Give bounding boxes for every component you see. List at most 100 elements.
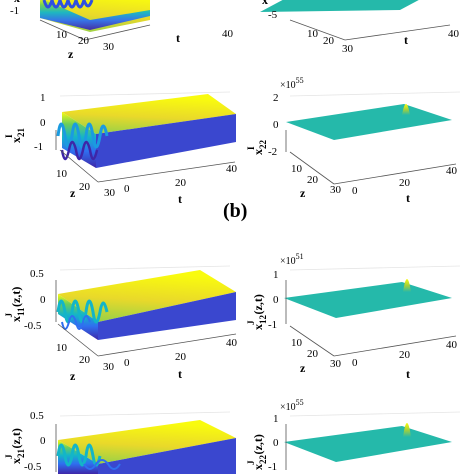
surface-plane	[260, 0, 419, 12]
x-tick-label: 10	[291, 337, 303, 349]
z-tick-label: -1	[10, 5, 19, 17]
exponent-label: ×1055	[280, 398, 304, 413]
x-tick-label: 10	[291, 163, 303, 175]
x-tick-label: 30	[103, 361, 115, 373]
y-axis-label: t	[406, 367, 410, 381]
x-axis-label: z	[300, 361, 306, 375]
wave-strokes	[61, 315, 91, 330]
surface-right	[98, 292, 236, 340]
x-tick-label: 10	[56, 29, 68, 41]
z-tick-label: -0.5	[24, 320, 42, 332]
surface-peak	[403, 279, 411, 292]
x-tick-label: 20	[323, 35, 335, 47]
surface-top	[58, 270, 236, 322]
surface-front	[40, 0, 150, 30]
axis-line	[39, 19, 86, 41]
z-axis-label: x21J(z,t)	[4, 428, 26, 464]
z-tick-label: -0.5	[24, 461, 42, 473]
plot-x11-J: 0.5 0 -0.5 x11J(z,t) 10 20 30 0 20 40 z …	[4, 265, 238, 383]
z-tick-label: 0	[273, 294, 279, 306]
z-tick-label: 0	[273, 437, 279, 449]
y-tick-label: 0	[124, 357, 130, 369]
z-axis-label: x22I	[246, 140, 268, 156]
z-tick-label: -2	[268, 146, 277, 158]
y-tick-label: 20	[399, 349, 411, 361]
z-axis-label: x21I	[4, 128, 26, 144]
grid-back	[59, 91, 231, 97]
x-tick-label: 20	[79, 181, 91, 193]
surface-top	[58, 420, 236, 464]
wave-strokes	[56, 122, 109, 149]
surface-plane	[284, 282, 452, 318]
wave-strokes	[60, 140, 99, 161]
surface-plane	[284, 426, 452, 462]
y-tick-label: 40	[222, 28, 234, 40]
x-tick-label: 20	[79, 354, 91, 366]
y-tick-label: 20	[175, 177, 187, 189]
z-axis-label: x	[262, 0, 268, 7]
surface-plane	[286, 104, 452, 140]
axis-line	[97, 161, 236, 183]
plot-top-left: -1 x 10 20 30 40 z t	[10, 0, 234, 61]
surface-right	[98, 438, 236, 474]
x-axis-label: z	[68, 47, 74, 61]
axis-line	[289, 151, 335, 185]
z-tick-label: -1	[268, 461, 277, 473]
surface-front	[58, 294, 98, 340]
y-axis-label: t	[178, 192, 182, 206]
x-axis-label: z	[70, 369, 76, 383]
wave-strokes	[56, 443, 102, 467]
plot-x22-J: ×1055 1 0 -1 x22J(z,t)	[246, 398, 461, 473]
z-tick-label: -5	[268, 9, 278, 21]
z-tick-label: -1	[34, 141, 43, 153]
plot-top-right: -5 x 10 20 30 40 t	[260, 0, 460, 55]
z-axis-label: x22J(z,t)	[246, 434, 268, 470]
y-axis-label: t	[176, 31, 180, 45]
z-axis-label: x12J(z,t)	[246, 294, 268, 330]
y-axis-label: t	[178, 367, 182, 381]
x-tick-label: 10	[56, 168, 68, 180]
plot-x21-I: 1 0 -1 x21I 10 20 30 0 20 40 z t	[4, 91, 238, 206]
x-tick-label: 30	[103, 41, 115, 53]
z-tick-label: 0.5	[30, 268, 44, 280]
z-tick-label: -1	[268, 319, 277, 331]
plot-x22-I: ×1055 2 0 -2 x22I 10 20 30 0 20 40 z t	[246, 76, 461, 205]
axis-line	[59, 149, 99, 183]
z-tick-label: 0.5	[30, 410, 44, 422]
x-axis-label: z	[300, 186, 306, 200]
axis-line	[344, 24, 451, 41]
x-tick-label: 20	[307, 348, 319, 360]
z-tick-label: 0	[273, 119, 279, 131]
y-tick-label: 0	[352, 185, 358, 197]
z-tick-label: 1	[40, 92, 46, 104]
axis-line	[84, 24, 151, 41]
y-tick-label: 40	[226, 337, 238, 349]
plot-x21-J: 0.5 0 -0.5 x21J(z,t)	[4, 410, 236, 474]
axis-line	[333, 335, 457, 357]
wave-strokes	[83, 459, 121, 470]
z-tick-label: 1	[273, 413, 279, 425]
surface-peak	[403, 423, 411, 437]
y-tick-label: 20	[399, 177, 411, 189]
x-tick-label: 10	[56, 342, 68, 354]
panel-label: (b)	[223, 200, 247, 222]
z-tick-label: 1	[273, 269, 279, 281]
y-tick-label: 20	[175, 351, 187, 363]
y-tick-label: 0	[352, 357, 358, 369]
x-tick-label: 30	[330, 184, 342, 196]
surface-top	[62, 94, 236, 134]
z-tick-label: 0	[40, 117, 46, 129]
z-tick-label: 0	[40, 294, 46, 306]
x-tick-label: 30	[342, 43, 354, 55]
axis-line	[57, 323, 99, 357]
y-axis-label: t	[404, 33, 408, 47]
x-tick-label: 20	[307, 174, 319, 186]
x-tick-label: 10	[307, 28, 319, 40]
grid-back	[289, 91, 461, 97]
grid-back	[59, 411, 231, 417]
z-tick-label: 2	[273, 92, 279, 104]
y-tick-label: 40	[226, 163, 238, 175]
surface-peak	[402, 104, 410, 115]
axis-line	[97, 333, 237, 357]
